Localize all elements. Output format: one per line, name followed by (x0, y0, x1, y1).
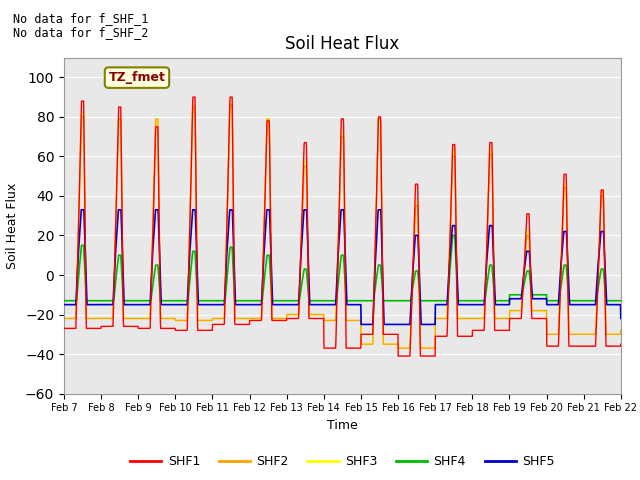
Title: Soil Heat Flux: Soil Heat Flux (285, 35, 399, 53)
Text: TZ_fmet: TZ_fmet (109, 71, 165, 84)
Legend: SHF1, SHF2, SHF3, SHF4, SHF5: SHF1, SHF2, SHF3, SHF4, SHF5 (125, 450, 559, 473)
X-axis label: Time: Time (327, 419, 358, 432)
Y-axis label: Soil Heat Flux: Soil Heat Flux (6, 182, 19, 269)
Text: No data for f_SHF_2: No data for f_SHF_2 (13, 26, 148, 39)
Text: No data for f_SHF_1: No data for f_SHF_1 (13, 12, 148, 25)
